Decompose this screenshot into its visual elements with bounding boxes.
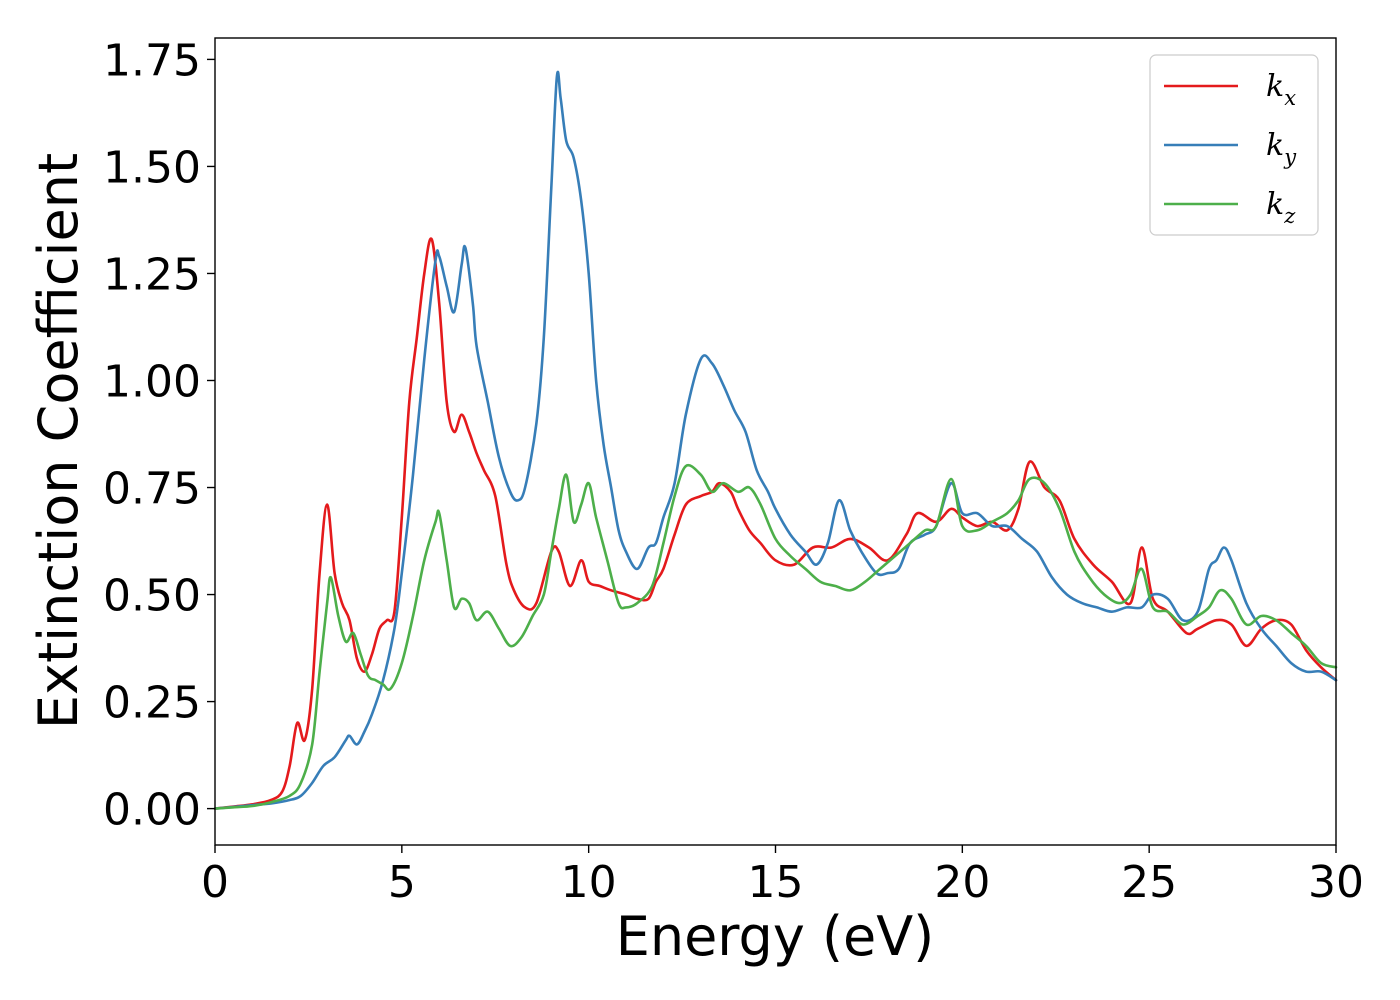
y-tick-label: 1.75 — [103, 35, 201, 86]
series-line-y — [213, 70, 1338, 810]
y-tick-label: 0.75 — [103, 464, 201, 515]
x-tick-label: 20 — [934, 857, 990, 908]
series-line-z — [213, 463, 1338, 810]
legend-subscript: x — [1284, 86, 1296, 110]
x-tick-label: 30 — [1308, 857, 1364, 908]
y-tick-label: 1.50 — [103, 142, 201, 193]
series-layer — [213, 70, 1338, 810]
y-tick-label: 1.00 — [103, 356, 201, 407]
series-line-x — [213, 237, 1338, 810]
x-tick-label: 15 — [748, 857, 804, 908]
x-tick-label: 10 — [561, 857, 617, 908]
x-axis-label: Energy (eV) — [616, 905, 935, 968]
x-tick-label: 25 — [1121, 857, 1177, 908]
y-tick-label: 1.25 — [103, 249, 201, 300]
y-tick-label: 0.50 — [103, 571, 201, 622]
legend-subscript: z — [1283, 204, 1296, 228]
y-tick-label: 0.25 — [103, 678, 201, 729]
x-tick-label: 0 — [201, 857, 229, 908]
y-axis-label: Extinction Coefficient — [27, 153, 90, 729]
y-tick-label: 0.00 — [103, 785, 201, 836]
x-tick-label: 5 — [388, 857, 416, 908]
legend-subscript: y — [1283, 145, 1297, 169]
x-axis: 0 5 10 15 20 25 30 — [201, 845, 1364, 908]
y-axis: 0.00 0.25 0.50 0.75 1.00 1.25 1.50 1.75 — [103, 35, 215, 836]
